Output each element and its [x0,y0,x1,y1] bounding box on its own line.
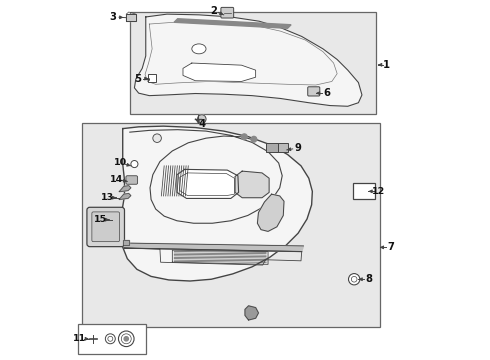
Text: 4: 4 [199,119,206,129]
Bar [78,324,146,354]
Circle shape [153,134,161,143]
Text: 8: 8 [366,274,372,284]
Text: 13: 13 [101,193,114,202]
Circle shape [119,331,134,347]
Bar [82,123,380,327]
Text: 5: 5 [134,74,142,84]
FancyBboxPatch shape [308,87,320,96]
Circle shape [131,161,138,168]
Text: 15: 15 [94,215,107,224]
FancyBboxPatch shape [92,212,120,242]
Polygon shape [257,194,284,231]
Polygon shape [134,14,362,106]
Polygon shape [124,243,303,252]
Circle shape [348,274,360,285]
Circle shape [251,136,257,142]
Text: 7: 7 [387,242,394,252]
Polygon shape [245,306,258,320]
Circle shape [197,115,206,123]
FancyBboxPatch shape [87,207,124,247]
Polygon shape [174,19,291,28]
Circle shape [124,337,128,341]
FancyBboxPatch shape [353,183,375,199]
Text: 9: 9 [294,143,301,153]
Text: 14: 14 [110,175,123,184]
FancyBboxPatch shape [266,143,278,152]
Ellipse shape [192,44,206,54]
FancyBboxPatch shape [221,8,234,18]
Text: 2: 2 [210,5,217,15]
Polygon shape [126,14,136,21]
Text: 12: 12 [372,187,386,196]
Circle shape [105,334,115,344]
Polygon shape [183,63,256,81]
FancyBboxPatch shape [126,176,138,184]
Text: 1: 1 [383,60,391,70]
Text: 3: 3 [110,12,117,22]
Polygon shape [119,193,131,199]
Text: 10: 10 [114,158,127,167]
Bar [130,12,376,114]
Text: 11: 11 [73,334,86,343]
Polygon shape [122,239,129,244]
FancyBboxPatch shape [148,75,156,82]
Polygon shape [119,186,131,192]
Polygon shape [177,169,239,198]
Text: 6: 6 [323,88,330,98]
FancyBboxPatch shape [276,143,288,152]
Polygon shape [120,126,312,281]
Circle shape [242,134,247,140]
Polygon shape [235,171,269,198]
